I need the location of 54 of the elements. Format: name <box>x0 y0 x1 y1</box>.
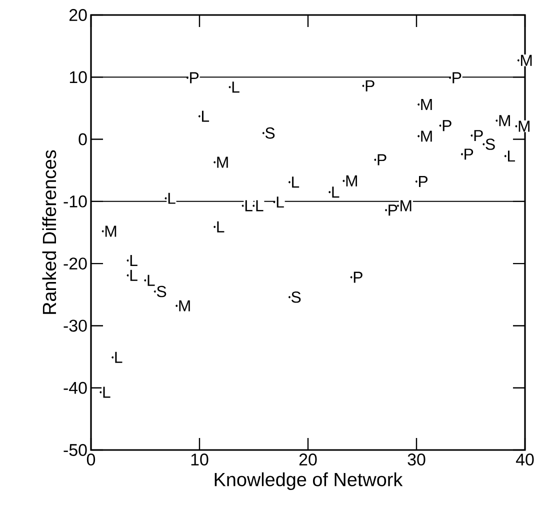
y-tick-label: -20 <box>64 258 87 270</box>
text: L <box>292 176 300 188</box>
text: L <box>168 192 176 204</box>
text: P <box>388 204 398 216</box>
text: L <box>115 352 122 363</box>
text: M <box>521 54 532 66</box>
series-label: M <box>179 300 190 312</box>
text: L <box>130 270 138 281</box>
x-tick-label: 40 <box>516 454 534 466</box>
text: S <box>291 291 301 303</box>
text: P <box>442 120 452 132</box>
y-tick-label: -40 <box>64 382 87 394</box>
text: L <box>245 200 252 212</box>
text: P <box>474 130 483 142</box>
text: M <box>400 200 412 212</box>
text: L <box>256 200 264 212</box>
series-label: S <box>265 127 275 139</box>
text: L <box>508 150 515 162</box>
text: P <box>378 154 386 166</box>
text: S <box>486 138 495 150</box>
text: M <box>421 99 432 110</box>
y-axis-title: Ranked Differences <box>42 150 56 314</box>
x-tick-label: 30 <box>408 454 426 466</box>
x-tick-label: 0 <box>86 454 96 466</box>
text: S <box>156 286 166 298</box>
text: P <box>354 272 362 283</box>
text: M <box>346 175 357 186</box>
text: L <box>217 221 224 232</box>
text: M <box>518 120 530 132</box>
series-label: P <box>452 72 462 84</box>
text: M <box>499 115 510 126</box>
text: M <box>421 130 432 142</box>
y-tick-label: -10 <box>64 195 87 208</box>
text: M <box>217 156 228 168</box>
legend-label: L <box>130 254 138 266</box>
x-tick-label: 20 <box>299 454 317 466</box>
text: M <box>105 226 116 237</box>
x-axis-title: Knowledge of Network <box>214 472 403 490</box>
text: P <box>366 80 374 92</box>
y-tick-label: 0 <box>78 133 87 146</box>
text: L <box>202 110 210 122</box>
y-tick-label: -50 <box>64 444 87 456</box>
text: P <box>190 72 199 84</box>
y-tick-label: 10 <box>70 71 87 84</box>
text: L <box>232 82 240 93</box>
text: P <box>419 176 428 188</box>
text: L <box>103 386 110 398</box>
text: L <box>276 196 284 208</box>
text: L <box>148 274 155 286</box>
x-tick-label: 10 <box>191 454 208 466</box>
text: P <box>464 148 474 160</box>
y-tick-label: -30 <box>64 320 87 332</box>
y-tick-label: 20 <box>70 9 87 22</box>
text: L <box>332 186 340 198</box>
